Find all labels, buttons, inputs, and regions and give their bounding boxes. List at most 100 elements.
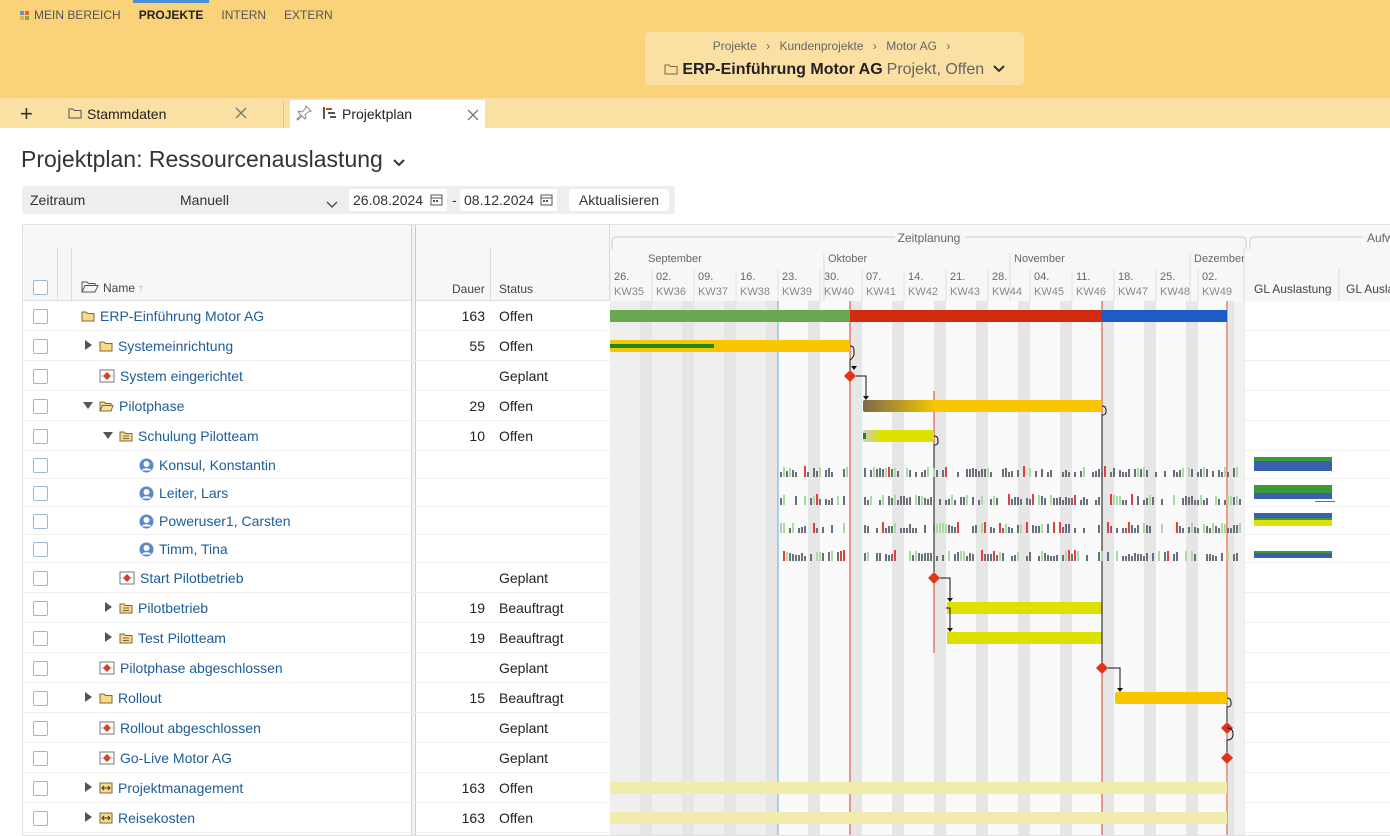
row-checkbox[interactable] <box>33 661 48 676</box>
gantt-bar <box>850 310 1102 322</box>
row-checkbox[interactable] <box>33 514 48 529</box>
chevron-down-icon[interactable] <box>393 146 405 173</box>
sort-asc-icon[interactable]: ↑ <box>138 281 145 295</box>
row-name[interactable]: ERP-Einführung Motor AG <box>81 307 264 325</box>
nav-extern[interactable]: EXTERN <box>284 8 333 22</box>
nav-mein-bereich[interactable]: MEIN BEREICH <box>20 8 121 22</box>
gantt-bar <box>947 602 1102 614</box>
pin-icon[interactable] <box>296 104 312 124</box>
row-name[interactable]: Pilotphase <box>99 397 184 415</box>
load-bar <box>843 496 845 505</box>
row-name[interactable]: Reisekosten <box>99 809 195 827</box>
load-bar <box>1065 497 1067 505</box>
row-name[interactable]: Test Pilotteam <box>119 629 226 647</box>
row-checkbox[interactable] <box>33 339 48 354</box>
expand-icon[interactable] <box>83 340 93 353</box>
row-name[interactable]: Poweruser1, Carsten <box>139 512 291 530</box>
collapse-icon[interactable] <box>83 400 93 413</box>
row-name[interactable]: Schulung Pilotteam <box>119 427 259 445</box>
nav-intern[interactable]: INTERN <box>221 8 266 22</box>
load-bar <box>1023 466 1025 477</box>
milestone-icon <box>99 751 115 765</box>
row-checkbox[interactable] <box>33 691 48 706</box>
load-bar <box>1212 555 1214 561</box>
day-column <box>778 301 784 835</box>
row-name[interactable]: Pilotphase abgeschlossen <box>99 659 283 677</box>
select-all-checkbox[interactable] <box>33 280 48 295</box>
close-icon[interactable] <box>467 108 479 124</box>
row-checkbox[interactable] <box>33 369 48 384</box>
row-name[interactable]: Rollout abgeschlossen <box>99 719 261 737</box>
row-checkbox[interactable] <box>33 486 48 501</box>
col-status-header[interactable]: Status <box>499 282 534 296</box>
load-bar <box>915 472 917 477</box>
breadcrumb-item[interactable]: Kundenprojekte <box>779 39 864 53</box>
row-checkbox[interactable] <box>33 811 48 826</box>
row-name[interactable]: Pilotbetrieb <box>119 599 208 617</box>
row-checkbox[interactable] <box>33 542 48 557</box>
chevron-down-icon[interactable] <box>992 60 1005 78</box>
tab-stammdaten[interactable]: Stammdaten <box>54 100 284 128</box>
close-icon[interactable] <box>235 106 247 122</box>
collapse-icon[interactable] <box>103 430 113 443</box>
date-from-field[interactable]: 26.08.2024 <box>349 189 447 211</box>
gantt-progress <box>610 344 714 348</box>
date-to-field[interactable]: 08.12.2024 <box>460 189 557 211</box>
row-checkbox[interactable] <box>33 458 48 473</box>
row-checkbox[interactable] <box>33 571 48 586</box>
calendar-icon[interactable] <box>540 193 553 209</box>
row-name-label: Timm, Tina <box>159 541 228 557</box>
load-bar <box>972 468 974 477</box>
row-checkbox[interactable] <box>33 781 48 796</box>
breadcrumb-item[interactable]: Motor AG <box>886 39 937 53</box>
col-name-header[interactable]: Name ↑ <box>81 280 144 296</box>
expand-icon[interactable] <box>103 602 113 615</box>
nav-projekte[interactable]: PROJEKTE <box>132 0 210 22</box>
load-bar <box>957 552 959 561</box>
expand-icon[interactable] <box>83 692 93 705</box>
row-checkbox[interactable] <box>33 751 48 766</box>
month-label: September <box>648 253 702 265</box>
add-tab-button[interactable]: + <box>20 101 33 126</box>
page-title[interactable]: Projektplan: Ressourcenauslastung <box>21 146 405 173</box>
load-bar <box>1062 527 1064 533</box>
row-name[interactable]: Konsul, Konstantin <box>139 456 276 474</box>
refresh-button[interactable]: Aktualisieren <box>569 189 669 211</box>
day-column <box>880 301 886 835</box>
row-name[interactable]: Go-Live Motor AG <box>99 749 232 767</box>
row-name[interactable]: Timm, Tina <box>139 540 228 558</box>
tab-projektplan[interactable]: Projektplan <box>290 100 485 128</box>
load-bar <box>1173 495 1175 505</box>
expand-icon[interactable] <box>83 812 93 825</box>
gl-overload-line <box>1315 501 1335 502</box>
load-bar <box>885 554 887 561</box>
row-checkbox[interactable] <box>33 601 48 616</box>
expand-icon[interactable] <box>103 632 113 645</box>
row-checkbox[interactable] <box>33 631 48 646</box>
load-bar <box>1221 523 1223 533</box>
load-bar <box>1041 524 1043 533</box>
load-bar <box>1086 555 1088 561</box>
day-column <box>796 301 802 835</box>
expand-icon[interactable] <box>83 782 93 795</box>
row-name[interactable]: Projektmanagement <box>99 779 243 797</box>
row-checkbox[interactable] <box>33 309 48 324</box>
col-dauer-header[interactable]: Dauer <box>452 282 485 296</box>
breadcrumb-title[interactable]: ERP-Einführung Motor AG Projekt, Offen <box>645 60 1024 80</box>
mode-select[interactable]: Manuell <box>172 189 342 211</box>
row-checkbox[interactable] <box>33 721 48 736</box>
load-bar <box>882 469 884 477</box>
row-name[interactable]: Rollout <box>99 689 162 707</box>
day-column <box>1204 301 1210 835</box>
row-checkbox[interactable] <box>33 399 48 414</box>
row-checkbox[interactable] <box>33 429 48 444</box>
splitter[interactable] <box>411 225 416 835</box>
breadcrumb-item[interactable]: Projekte <box>712 39 757 53</box>
row-name[interactable]: System eingerichtet <box>99 367 243 385</box>
row-name[interactable]: Systemeinrichtung <box>99 337 233 355</box>
row-name[interactable]: Start Pilotbetrieb <box>119 569 244 587</box>
row-name[interactable]: Leiter, Lars <box>139 484 228 502</box>
load-bar <box>897 471 899 477</box>
load-bar <box>924 553 926 561</box>
calendar-icon[interactable] <box>430 193 443 209</box>
